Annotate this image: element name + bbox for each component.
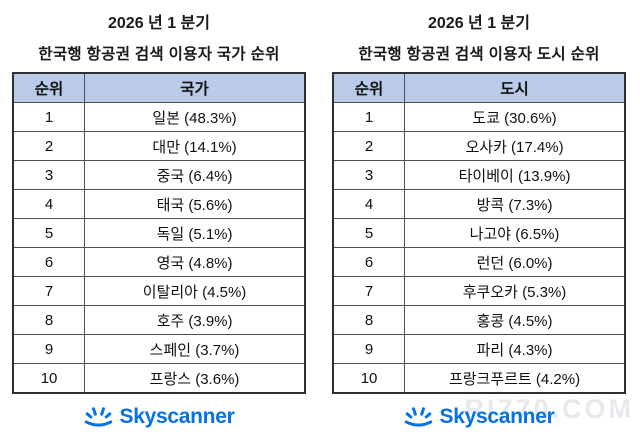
value-cell: 프랑크푸르트 (4.2%) bbox=[404, 363, 626, 394]
rank-cell: 10 bbox=[332, 363, 406, 394]
country-ranking-panel: 2026 년 1 분기 한국행 항공권 검색 이용자 국가 순위 순위 국가 1… bbox=[12, 0, 306, 429]
value-cell: 오사카 (17.4%) bbox=[404, 131, 626, 161]
city-column-header: 도시 bbox=[404, 72, 626, 103]
table-row: 8 홍콩 (4.5%) bbox=[332, 305, 626, 335]
table-row: 10 프랑크푸르트 (4.2%) bbox=[332, 363, 626, 394]
skyscanner-sun-icon bbox=[404, 407, 432, 427]
rank-cell: 2 bbox=[12, 131, 86, 161]
rank-cell: 5 bbox=[12, 218, 86, 248]
country-ranking-table: 순위 국가 1 일본 (48.3%) 2 대만 (14.1%) 3 중국 (6.4%) 4 태… bbox=[12, 72, 306, 394]
country-panel-period-title: 2026 년 1 분기 bbox=[108, 15, 210, 32]
rank-cell: 1 bbox=[332, 102, 406, 132]
table-row: 5 독일 (5.1%) bbox=[12, 218, 306, 248]
table-row: 6 영국 (4.8%) bbox=[12, 247, 306, 277]
rank-cell: 9 bbox=[332, 334, 406, 364]
country-panel-subject-title: 한국행 항공권 검색 이용자 국가 순위 bbox=[38, 46, 280, 63]
value-cell: 스페인 (3.7%) bbox=[84, 334, 306, 364]
table-row: 3 중국 (6.4%) bbox=[12, 160, 306, 190]
table-row: 2 대만 (14.1%) bbox=[12, 131, 306, 161]
table-row: 5 나고야 (6.5%) bbox=[332, 218, 626, 248]
rank-cell: 1 bbox=[12, 102, 86, 132]
rank-cell: 2 bbox=[332, 131, 406, 161]
table-header-row: 순위 도시 bbox=[332, 72, 626, 103]
value-cell: 태국 (5.6%) bbox=[84, 189, 306, 219]
rank-cell: 5 bbox=[332, 218, 406, 248]
table-row: 4 태국 (5.6%) bbox=[12, 189, 306, 219]
value-cell: 중국 (6.4%) bbox=[84, 160, 306, 190]
rank-cell: 7 bbox=[12, 276, 86, 306]
city-panel-period-title: 2026 년 1 분기 bbox=[428, 15, 530, 32]
skyscanner-wordmark: Skyscanner bbox=[119, 404, 235, 428]
value-cell: 대만 (14.1%) bbox=[84, 131, 306, 161]
country-column-header: 국가 bbox=[84, 72, 306, 103]
table-row: 7 후쿠오카 (5.3%) bbox=[332, 276, 626, 306]
value-cell: 영국 (4.8%) bbox=[84, 247, 306, 277]
table-header-row: 순위 국가 bbox=[12, 72, 306, 103]
value-cell: 방콕 (7.3%) bbox=[404, 189, 626, 219]
table-row: 7 이탈리아 (4.5%) bbox=[12, 276, 306, 306]
skyscanner-wordmark: Skyscanner bbox=[439, 404, 555, 428]
table-row: 9 스페인 (3.7%) bbox=[12, 334, 306, 364]
value-cell: 호주 (3.9%) bbox=[84, 305, 306, 335]
rank-cell: 4 bbox=[332, 189, 406, 219]
table-row: 9 파리 (4.3%) bbox=[332, 334, 626, 364]
value-cell: 도쿄 (30.6%) bbox=[404, 102, 626, 132]
city-ranking-table: 순위 도시 1 도쿄 (30.6%) 2 오사카 (17.4%) 3 타이베이 (13.9… bbox=[332, 72, 626, 394]
table-row: 10 프랑스 (3.6%) bbox=[12, 363, 306, 394]
value-cell: 홍콩 (4.5%) bbox=[404, 305, 626, 335]
table-row: 4 방콕 (7.3%) bbox=[332, 189, 626, 219]
skyscanner-logo: Skyscanner bbox=[332, 404, 626, 429]
value-cell: 독일 (5.1%) bbox=[84, 218, 306, 248]
rank-cell: 4 bbox=[12, 189, 86, 219]
rank-cell: 9 bbox=[12, 334, 86, 364]
value-cell: 나고야 (6.5%) bbox=[404, 218, 626, 248]
table-row: 2 오사카 (17.4%) bbox=[332, 131, 626, 161]
city-panel-subject-title: 한국행 항공권 검색 이용자 도시 순위 bbox=[358, 46, 600, 63]
table-row: 1 일본 (48.3%) bbox=[12, 102, 306, 132]
value-cell: 타이베이 (13.9%) bbox=[404, 160, 626, 190]
rank-cell: 6 bbox=[12, 247, 86, 277]
value-cell: 파리 (4.3%) bbox=[404, 334, 626, 364]
table-row: 1 도쿄 (30.6%) bbox=[332, 102, 626, 132]
skyscanner-logo: Skyscanner bbox=[12, 404, 306, 429]
value-cell: 이탈리아 (4.5%) bbox=[84, 276, 306, 306]
rank-cell: 10 bbox=[12, 363, 86, 394]
value-cell: 일본 (48.3%) bbox=[84, 102, 306, 132]
rank-cell: 8 bbox=[12, 305, 86, 335]
skyscanner-sun-icon bbox=[84, 407, 112, 427]
rank-column-header: 순위 bbox=[332, 72, 406, 103]
rank-column-header: 순위 bbox=[12, 72, 86, 103]
rank-cell: 7 bbox=[332, 276, 406, 306]
watermark-text: RI770.COM bbox=[464, 394, 634, 424]
rank-cell: 6 bbox=[332, 247, 406, 277]
table-row: 6 런던 (6.0%) bbox=[332, 247, 626, 277]
city-ranking-panel: 2026 년 1 분기 한국행 항공권 검색 이용자 도시 순위 순위 도시 1… bbox=[332, 0, 626, 429]
rank-cell: 3 bbox=[332, 160, 406, 190]
value-cell: 런던 (6.0%) bbox=[404, 247, 626, 277]
table-row: 8 호주 (3.9%) bbox=[12, 305, 306, 335]
rank-cell: 3 bbox=[12, 160, 86, 190]
value-cell: 후쿠오카 (5.3%) bbox=[404, 276, 626, 306]
rank-cell: 8 bbox=[332, 305, 406, 335]
value-cell: 프랑스 (3.6%) bbox=[84, 363, 306, 394]
table-row: 3 타이베이 (13.9%) bbox=[332, 160, 626, 190]
